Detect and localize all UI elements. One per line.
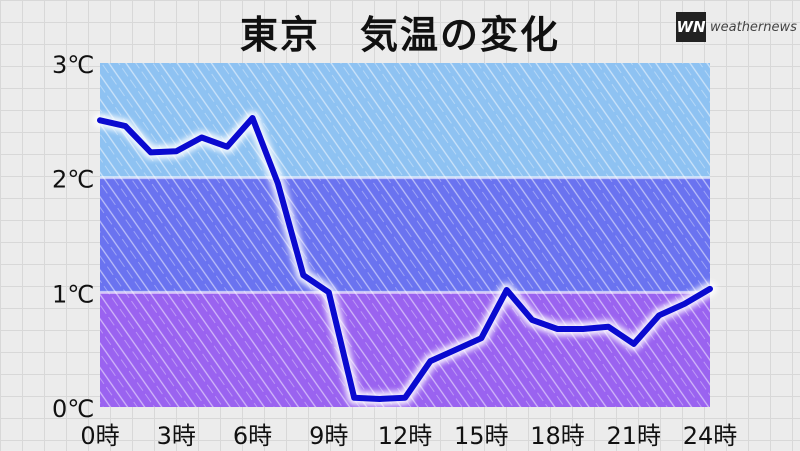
- data-point-0-6: [252, 117, 253, 119]
- series-layer: [93, 111, 717, 406]
- data-point-0-20: [607, 326, 609, 328]
- y-tick-label-3: 3℃: [52, 51, 94, 79]
- data-point-0-3: [175, 150, 177, 152]
- band-hatch-0: [100, 63, 710, 178]
- x-axis: 0時 3時 6時 9時 12時 15時 18時 21時 24時: [80, 422, 737, 450]
- data-point-0-10: [353, 397, 355, 399]
- data-point-0-19: [582, 328, 584, 330]
- x-tick-label-3: 9時: [309, 422, 348, 450]
- data-point-0-7: [277, 182, 279, 184]
- data-point-0-2: [150, 151, 152, 153]
- data-point-0-13: [429, 360, 431, 362]
- weathernews-logo: WN weathernews: [676, 10, 797, 50]
- data-point-0-11: [379, 398, 381, 400]
- y-tick-label-2: 2℃: [52, 166, 94, 194]
- data-point-0-16: [506, 289, 508, 291]
- x-tick-label-7: 21時: [606, 422, 661, 450]
- band-hatch-1: [100, 177, 710, 293]
- data-point-0-15: [480, 337, 482, 339]
- x-tick-label-2: 6時: [233, 422, 272, 450]
- page-title: 東京 気温の変化: [239, 13, 560, 57]
- data-point-0-24: [709, 288, 711, 290]
- x-tick-label-4: 12時: [378, 422, 433, 450]
- data-point-0-1: [124, 125, 126, 127]
- y-tick-label-1: 1℃: [52, 280, 94, 308]
- data-point-0-17: [531, 319, 533, 321]
- data-point-0-12: [404, 397, 406, 399]
- y-axis: 0℃ 1℃ 2℃ 3℃: [52, 51, 94, 423]
- data-point-0-23: [684, 303, 686, 305]
- data-point-0-18: [557, 328, 558, 330]
- data-point-0-14: [455, 349, 457, 351]
- x-tick-label-5: 15時: [454, 422, 509, 450]
- data-point-0-21: [633, 343, 635, 345]
- hatch-overlay: [100, 63, 710, 407]
- data-point-0-9: [328, 291, 330, 293]
- data-point-0-8: [302, 274, 304, 276]
- y-tick-label-0: 0℃: [52, 395, 94, 423]
- data-point-0-0: [99, 119, 101, 121]
- data-point-0-5: [226, 146, 228, 148]
- x-tick-label-1: 3時: [157, 422, 196, 450]
- x-tick-label-8: 24時: [683, 422, 738, 450]
- x-tick-label-6: 18時: [530, 422, 585, 450]
- x-tick-label-0: 0時: [80, 422, 119, 450]
- logo-text: weathernews: [710, 20, 797, 35]
- logo-mark: WN: [676, 12, 706, 42]
- data-point-0-4: [201, 137, 203, 139]
- data-point-0-22: [658, 314, 660, 316]
